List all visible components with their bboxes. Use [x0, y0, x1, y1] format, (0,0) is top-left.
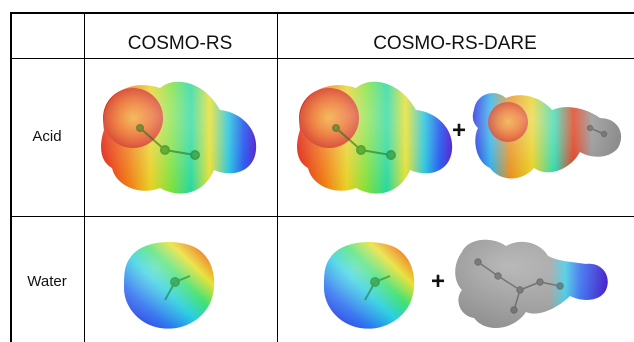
acid-surface-dare-partner [472, 93, 622, 179]
plus-sign-acid: + [451, 117, 467, 144]
table-left-border [10, 12, 12, 342]
water-surface-dare-monomer [324, 242, 415, 329]
table-row-divider [10, 216, 634, 217]
acid-surface-cosmo-rs [101, 81, 257, 194]
row-label-water: Water [27, 273, 67, 290]
header-cosmo-rs: COSMO-RS [127, 33, 233, 54]
water-surface-cosmo-rs [124, 242, 215, 329]
header-cosmo-rs-dare: COSMO-RS-DARE [373, 33, 537, 54]
plus-sign-water: + [430, 268, 446, 295]
table-header-divider [10, 58, 634, 59]
row-label-acid: Acid [32, 128, 62, 145]
table-col-divider-2 [277, 12, 278, 342]
table-col-divider-1 [84, 12, 85, 342]
table-top-border [10, 12, 634, 14]
acid-surface-dare-monomer [297, 81, 453, 194]
water-surface-dare-partner [455, 239, 608, 329]
